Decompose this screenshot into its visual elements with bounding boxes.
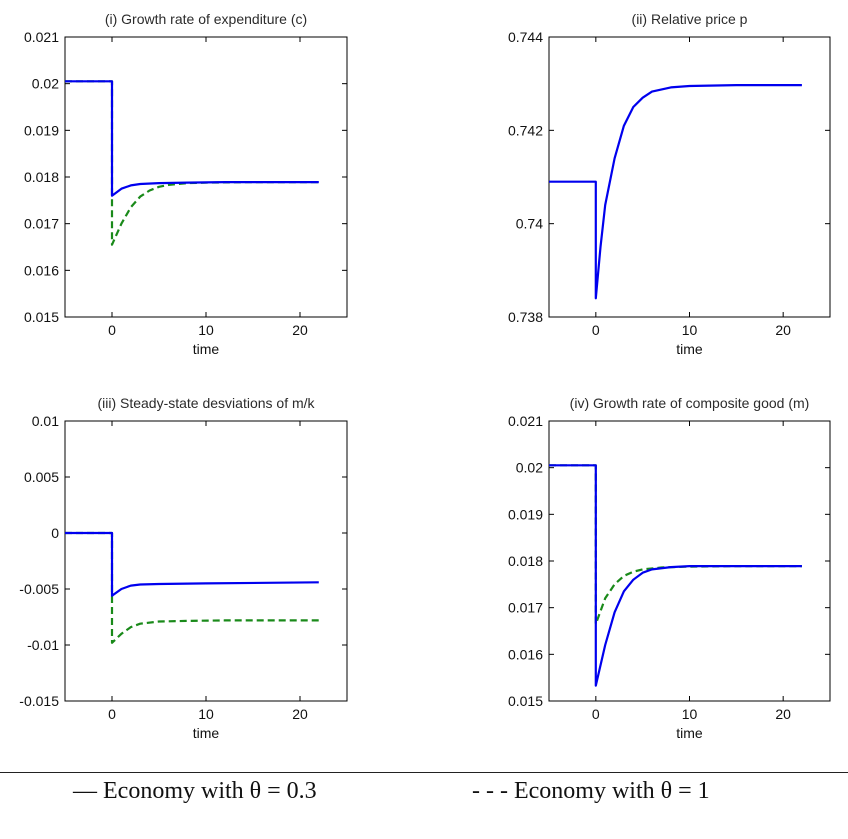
y-tick-label: -0.01: [27, 637, 59, 653]
chart-panel-1: (i) Growth rate of expenditure (c) 0.015 0…: [24, 11, 348, 357]
x-tick-label: 20: [775, 706, 791, 722]
y-tick-label: 0.02: [32, 76, 59, 92]
chart-panel-3: (iii) Steady-state desviations of m/k -0.…: [19, 395, 348, 741]
series-line-2: [65, 80, 319, 246]
legend-series1: — Economy with θ = 0.3: [73, 778, 317, 804]
plot-frame: [64, 420, 348, 702]
y-tick-label: 0.017: [508, 600, 543, 616]
series-line-1: [549, 464, 802, 687]
y-tick-label: 0.015: [24, 309, 59, 325]
x-axis-label: time: [676, 341, 703, 357]
legend: — Economy with θ = 0.3 - - - Economy wit…: [0, 778, 848, 818]
x-tick-label: 10: [198, 322, 214, 338]
x-tick-label: 0: [592, 706, 600, 722]
x-tick-label: 0: [108, 322, 116, 338]
y-tick-label: 0.742: [508, 122, 543, 138]
series-line-1: [549, 84, 802, 300]
y-tick-label: -0.005: [19, 581, 59, 597]
legend-series2: - - - Economy with θ = 1: [472, 778, 710, 804]
x-axis-label: time: [676, 725, 703, 741]
plot-frame: [548, 36, 831, 318]
chart-title: (iv) Growth rate of composite good (m): [570, 395, 810, 411]
chart-title: (iii) Steady-state desviations of m/k: [97, 395, 315, 411]
y-tick-label: 0.005: [24, 469, 59, 485]
y-tick-label: 0.015: [508, 693, 543, 709]
x-tick-label: 10: [682, 706, 698, 722]
series-line-1: [65, 531, 319, 597]
y-tick-label: 0.74: [516, 216, 543, 232]
y-tick-label: 0.021: [24, 29, 59, 45]
y-tick-label: 0.018: [508, 553, 543, 569]
chart-title: (i) Growth rate of expenditure (c): [105, 11, 307, 27]
y-tick-label: 0.019: [24, 122, 59, 138]
chart-panel-4: (iv) Growth rate of composite good (m) 0.…: [508, 395, 831, 741]
y-tick-label: 0.01: [32, 413, 59, 429]
x-tick-label: 10: [682, 322, 698, 338]
x-axis-label: time: [193, 725, 220, 741]
y-tick-label: 0.738: [508, 309, 543, 325]
y-tick-label: 0.016: [508, 646, 543, 662]
chart-title: (ii) Relative price p: [632, 11, 748, 27]
y-tick-label: 0.016: [24, 262, 59, 278]
x-tick-label: 20: [775, 322, 791, 338]
y-tick-label: 0.019: [508, 506, 543, 522]
y-tick-label: 0: [51, 525, 59, 541]
plot-frame: [64, 36, 348, 318]
series-line-2: [549, 464, 802, 626]
y-tick-label: 0.018: [24, 169, 59, 185]
y-tick-label: 0.744: [508, 29, 543, 45]
legend-divider: [0, 772, 848, 773]
y-tick-label: -0.015: [19, 693, 59, 709]
x-tick-label: 20: [292, 706, 308, 722]
plot-frame: [548, 420, 831, 702]
y-tick-label: 0.02: [516, 460, 543, 476]
x-tick-label: 0: [108, 706, 116, 722]
x-tick-label: 10: [198, 706, 214, 722]
x-axis-label: time: [193, 341, 220, 357]
chart-panel-2: (ii) Relative price p 0.738 0.74 0.742 0.744…: [508, 11, 831, 357]
series-line-2: [65, 531, 319, 644]
x-tick-label: 20: [292, 322, 308, 338]
x-tick-label: 0: [592, 322, 600, 338]
y-tick-label: 0.021: [508, 413, 543, 429]
y-tick-label: 0.017: [24, 216, 59, 232]
series-line-1: [65, 80, 319, 197]
